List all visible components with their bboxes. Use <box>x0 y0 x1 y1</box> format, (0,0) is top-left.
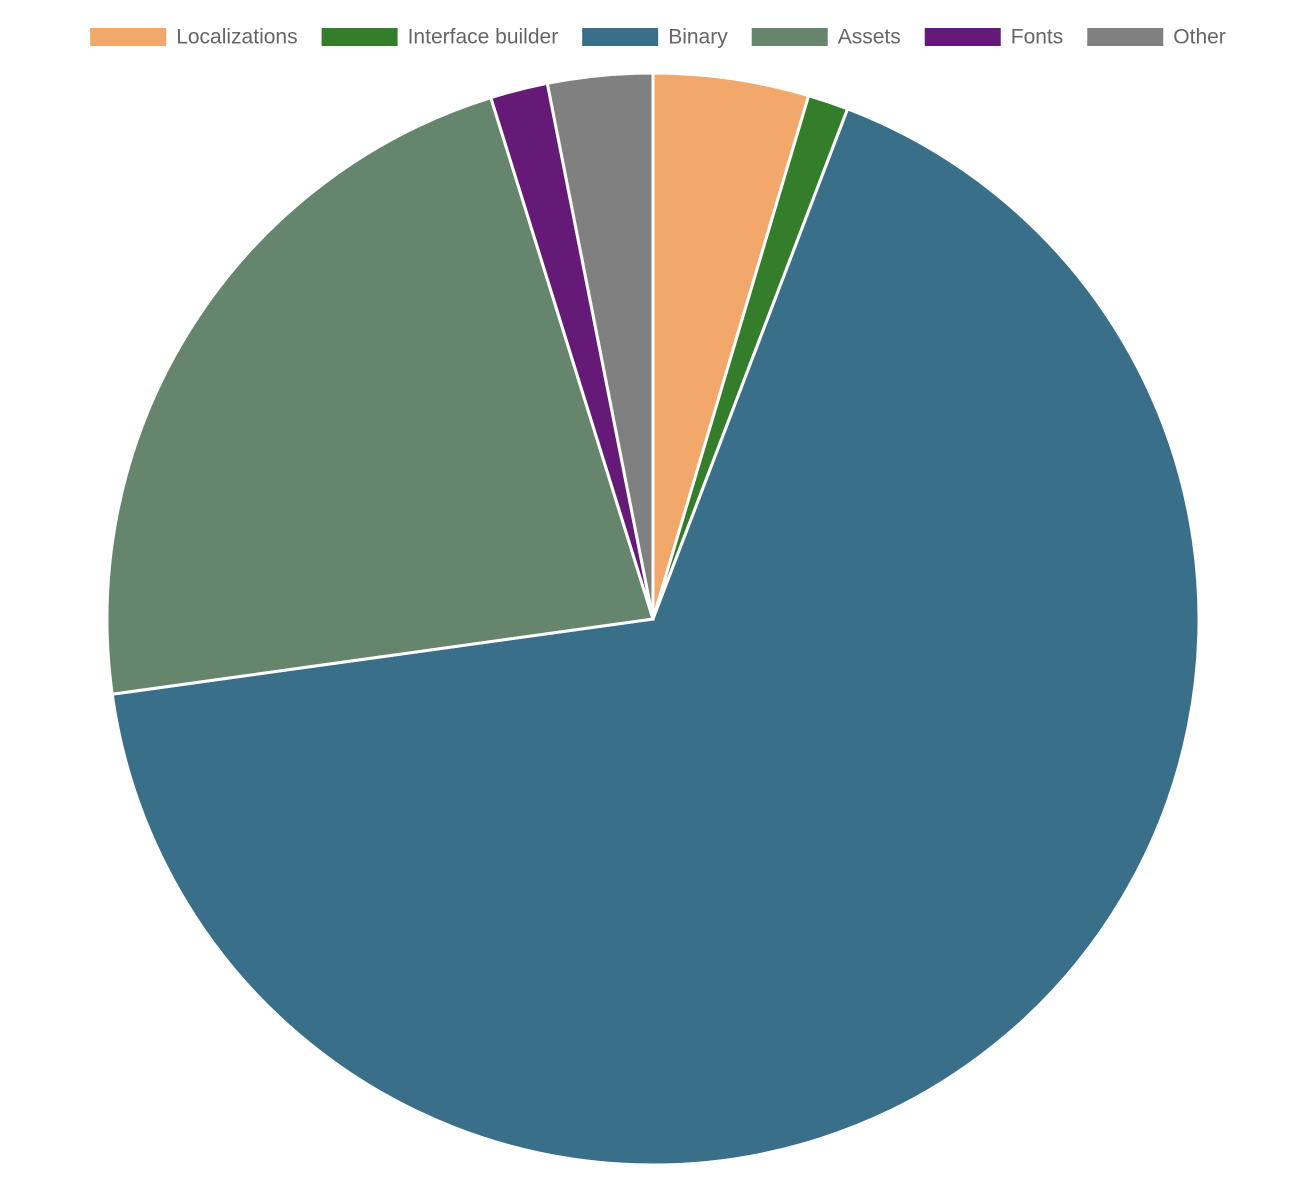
legend-label: Other <box>1173 26 1226 49</box>
legend-label: Localizations <box>176 26 297 49</box>
legend-swatch <box>924 28 1001 46</box>
legend-label: Assets <box>838 26 901 49</box>
legend-label: Interface builder <box>408 26 559 49</box>
pie-slice <box>545 71 655 620</box>
pie-slice <box>110 106 1201 1167</box>
legend-label: Fonts <box>1011 26 1064 49</box>
legend-swatch <box>751 28 828 46</box>
legend-swatch <box>321 28 398 46</box>
legend-swatch <box>1087 28 1164 46</box>
legend-swatch <box>582 28 659 46</box>
legend-label: Binary <box>668 26 728 49</box>
pie-slice <box>651 71 811 620</box>
pie-slice <box>105 95 655 696</box>
legend-swatch <box>90 28 167 46</box>
